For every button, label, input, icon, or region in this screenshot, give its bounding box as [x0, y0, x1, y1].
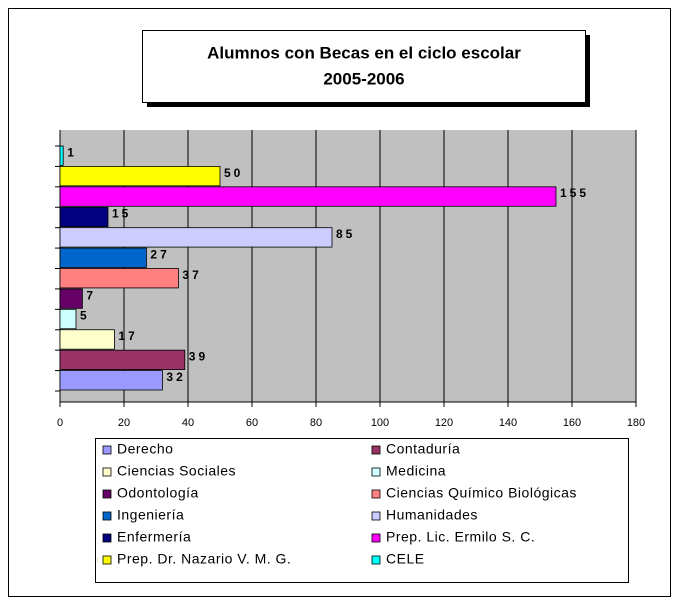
data-label: 7	[86, 288, 96, 302]
legend-label: Humanidades	[386, 507, 478, 523]
x-tick-label: 160	[563, 417, 581, 429]
data-label: 37	[182, 268, 201, 282]
chart-title: Alumnos con Becas en el ciclo escolar	[207, 43, 521, 62]
x-tick-label: 20	[118, 417, 130, 429]
bar	[59, 308, 77, 330]
legend-swatch	[371, 511, 381, 521]
legend-label: Medicina	[386, 463, 446, 479]
data-label: 17	[118, 329, 137, 343]
bar	[59, 247, 147, 268]
legend-swatch	[371, 445, 381, 455]
legend-swatch	[102, 445, 112, 455]
x-tick-label: 120	[435, 417, 453, 429]
bar	[59, 329, 115, 350]
legend-label: Derecho	[117, 441, 173, 457]
legend-label: Ciencias Sociales	[117, 463, 236, 479]
chart-title: 2005-2006	[323, 69, 404, 88]
legend-label: Ciencias Químico Biológicas	[386, 485, 577, 501]
legend-swatch	[102, 555, 112, 565]
data-label: 39	[189, 350, 208, 364]
bar	[59, 349, 186, 370]
bar	[59, 186, 557, 207]
legend-swatch	[102, 467, 112, 477]
legend-label: Prep. Lic. Ermilo S. C.	[386, 529, 535, 545]
x-tick-label: 100	[371, 417, 389, 429]
legend-swatch	[371, 533, 381, 543]
title-box	[142, 30, 586, 103]
legend-label: Enfermería	[117, 529, 191, 545]
data-label: 50	[224, 166, 243, 180]
legend-swatch	[102, 533, 112, 543]
legend-swatch	[102, 489, 112, 499]
data-label: 27	[150, 247, 169, 261]
legend-swatch	[102, 511, 112, 521]
x-tick-label: 40	[182, 417, 194, 429]
data-label: 155	[560, 186, 589, 200]
data-label: 15	[112, 207, 131, 221]
legend	[95, 438, 629, 583]
legend-label: Ingeniería	[117, 507, 184, 523]
legend-label: CELE	[386, 551, 425, 567]
legend-label: Odontología	[117, 485, 199, 501]
bar	[59, 268, 179, 289]
bar	[59, 227, 333, 248]
legend-swatch	[371, 555, 381, 565]
legend-swatch	[371, 489, 381, 499]
bar	[59, 370, 163, 391]
legend-swatch	[371, 467, 381, 477]
legend-label: Prep. Dr. Nazario V. M. G.	[117, 551, 291, 567]
x-tick-label: 180	[627, 417, 645, 429]
bar	[59, 288, 83, 309]
x-tick-label: 80	[310, 417, 322, 429]
bar	[59, 145, 64, 166]
bar	[59, 166, 221, 187]
data-label: 1	[67, 145, 77, 159]
bar	[59, 206, 109, 228]
data-label: 5	[80, 309, 90, 323]
legend-label: Contaduría	[386, 441, 460, 457]
data-label: 85	[336, 227, 355, 241]
data-label: 32	[166, 370, 185, 384]
x-tick-label: 140	[499, 417, 517, 429]
x-tick-label: 0	[57, 417, 63, 429]
x-tick-label: 60	[246, 417, 258, 429]
